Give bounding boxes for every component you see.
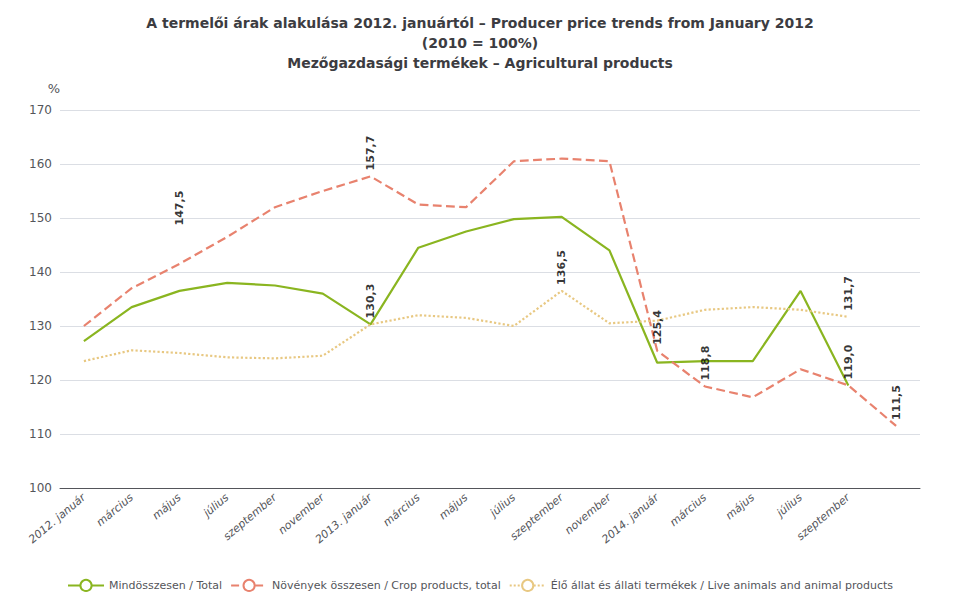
svg-text:125,4: 125,4	[651, 310, 664, 345]
svg-text:136,5: 136,5	[555, 250, 568, 285]
svg-text:július: július	[486, 491, 518, 521]
svg-text:118,8: 118,8	[699, 346, 712, 381]
svg-text:március: március	[667, 491, 709, 529]
svg-text:157,7: 157,7	[364, 136, 377, 171]
svg-text:2013. január: 2013. január	[313, 490, 376, 546]
svg-text:2012. január: 2012. január	[26, 490, 89, 546]
svg-text:130: 130	[29, 319, 52, 333]
svg-text:110: 110	[29, 427, 52, 441]
svg-text:július: július	[773, 491, 805, 521]
svg-text:július: július	[199, 491, 231, 521]
svg-text:160: 160	[29, 157, 52, 171]
svg-text:november: november	[275, 491, 327, 537]
svg-text:május: május	[150, 491, 184, 522]
svg-text:március: március	[94, 491, 136, 529]
svg-text:120: 120	[29, 373, 52, 387]
svg-text:170: 170	[29, 103, 52, 117]
svg-text:140: 140	[29, 265, 52, 279]
svg-text:119,0: 119,0	[842, 344, 855, 379]
svg-text:147,5: 147,5	[173, 191, 186, 226]
svg-text:Élő állat és állati termékek /: Élő állat és állati termékek / Live anim…	[551, 579, 894, 592]
svg-text:130,3: 130,3	[364, 284, 377, 319]
svg-text:150: 150	[29, 211, 52, 225]
svg-text:%: %	[48, 81, 60, 96]
svg-text:szeptember: szeptember	[507, 490, 567, 543]
svg-text:Mezőgazdasági termékek – Agric: Mezőgazdasági termékek – Agricultural pr…	[287, 55, 673, 71]
svg-text:(2010 = 100%): (2010 = 100%)	[422, 35, 539, 51]
svg-text:szeptember: szeptember	[794, 490, 854, 543]
svg-text:A termelői árak alakulása 2012: A termelői árak alakulása 2012. januártó…	[146, 15, 813, 31]
svg-text:november: november	[562, 491, 614, 537]
svg-text:szeptember: szeptember	[221, 490, 281, 543]
svg-text:Növények összesen / Crop produ: Növények összesen / Crop products, total	[272, 579, 501, 592]
svg-text:131,7: 131,7	[842, 276, 855, 311]
svg-text:május: május	[723, 491, 757, 522]
svg-text:100: 100	[29, 481, 52, 495]
svg-text:111,5: 111,5	[890, 385, 903, 420]
svg-text:május: május	[436, 491, 470, 522]
svg-text:március: március	[381, 491, 423, 529]
svg-text:Mindösszesen / Total: Mindösszesen / Total	[109, 579, 222, 592]
svg-text:2014. január: 2014. január	[599, 490, 662, 546]
